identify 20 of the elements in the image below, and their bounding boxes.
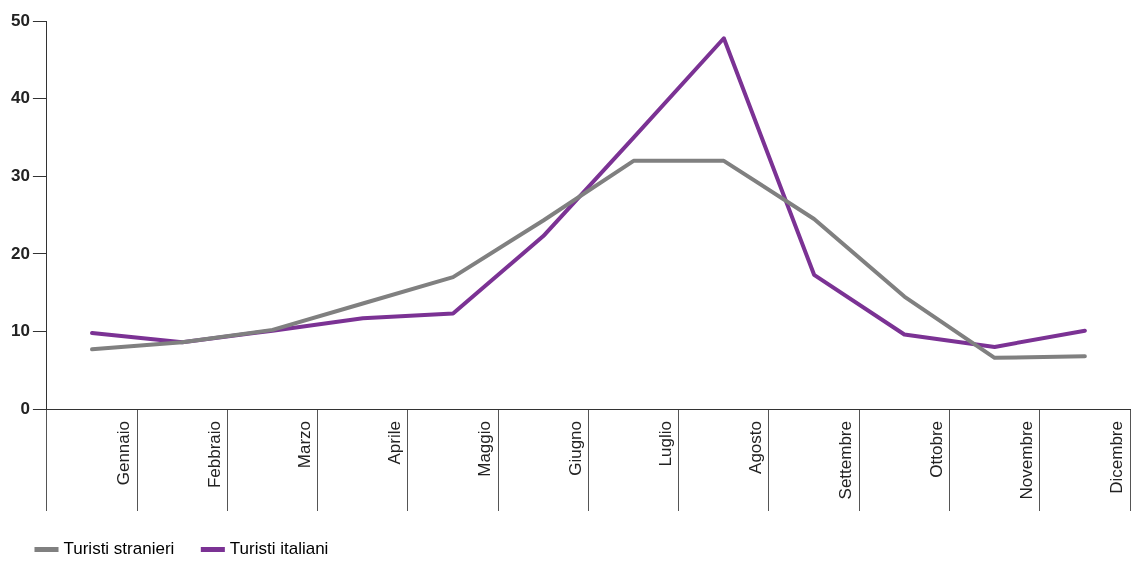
x-tick-label: Gennaio	[114, 421, 134, 486]
x-tick-label: Febbraio	[204, 421, 224, 489]
y-tick-label: 10	[10, 321, 30, 341]
legend-label: Turisti stranieri	[63, 539, 175, 559]
x-tick-label: Aprile	[385, 421, 405, 465]
x-tick-label: Luglio	[655, 421, 675, 467]
x-tick-label: Settembre	[836, 421, 856, 500]
y-tick-label: 40	[10, 88, 30, 108]
legend-label: Turisti italiani	[229, 539, 329, 559]
y-tick-label: 20	[10, 243, 30, 263]
x-tick-label: Novembre	[1016, 421, 1036, 500]
x-tick-label: Giugno	[565, 421, 585, 476]
x-tick-label: Ottobre	[926, 421, 946, 478]
y-tick-label: 30	[10, 166, 30, 186]
x-tick-label: Maggio	[475, 421, 495, 477]
x-tick-label: Marzo	[294, 421, 314, 469]
x-tick-label: Agosto	[746, 421, 766, 474]
y-tick-label: 0	[20, 398, 30, 418]
y-tick-label: 50	[10, 10, 30, 30]
x-tick-label: Dicembre	[1107, 421, 1127, 494]
